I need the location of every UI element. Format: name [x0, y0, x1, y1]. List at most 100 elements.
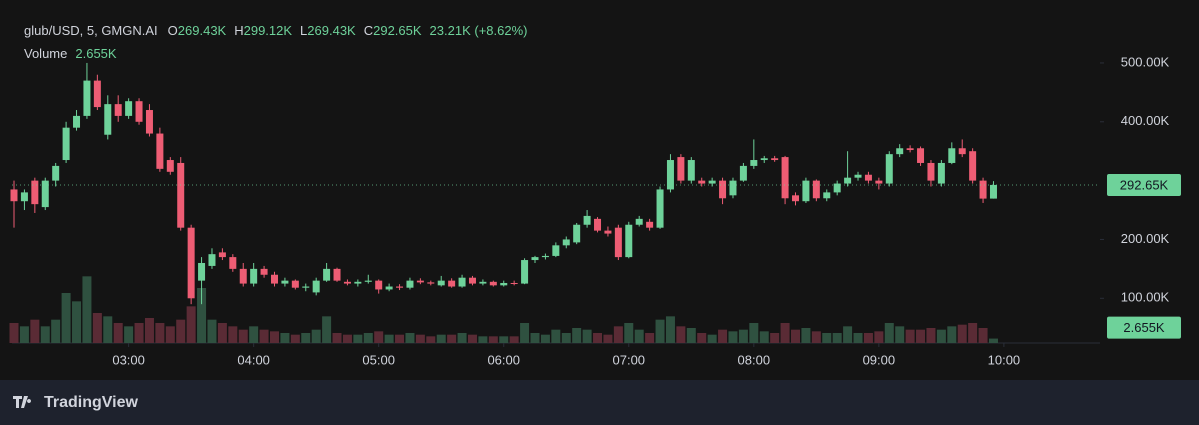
ohlc-key: C [364, 23, 373, 38]
volume-bar [124, 326, 134, 343]
candle-body [760, 158, 768, 161]
candle-body [552, 245, 560, 256]
candle-body [698, 180, 706, 184]
candle-body [792, 195, 799, 202]
volume-bar [134, 323, 144, 343]
candle-body [468, 277, 476, 284]
volume-bar [697, 333, 707, 343]
volume-bar [676, 326, 686, 343]
volume-bar [332, 333, 342, 343]
volume-bar [905, 329, 915, 343]
candle-body [239, 268, 247, 284]
volume-bar [467, 334, 477, 343]
volume-bar [30, 319, 40, 343]
volume-bar [811, 331, 821, 343]
volume-bar [384, 334, 394, 343]
volume-bar [603, 334, 613, 343]
candle-body [729, 180, 737, 196]
ohlc-value: 292.65K [373, 23, 422, 38]
candle-body [687, 160, 695, 181]
volume-bar [686, 328, 696, 343]
candle-body [646, 221, 654, 228]
x-tick-label: 08:00 [738, 352, 771, 367]
volume-bar [926, 328, 936, 343]
volume-bar [895, 326, 905, 343]
volume-bar [19, 326, 29, 343]
brand: TradingView [44, 394, 139, 411]
candle-body [489, 281, 497, 286]
ohlc-key: L [300, 23, 307, 38]
x-tick-label: 03:00 [112, 352, 145, 367]
volume-bar [520, 323, 530, 343]
candle-body [989, 184, 997, 199]
candle-body [958, 148, 966, 155]
ohlc-key: H [234, 23, 243, 38]
last-price-tag [1107, 173, 1181, 196]
volume-bar [613, 326, 623, 343]
candle-body [625, 224, 633, 258]
volume-legend-label: Volume [24, 46, 67, 61]
candle-body [406, 280, 414, 288]
candle-body [719, 180, 727, 199]
volume-legend-value: 2.655K [75, 46, 117, 61]
volume-bar [238, 329, 248, 343]
volume-bar [197, 288, 207, 343]
candle-body [62, 127, 70, 161]
volume-bar [488, 336, 498, 343]
y-tick-label: 200.00K [1121, 231, 1170, 246]
volume-bar [155, 323, 165, 343]
y-tick-label: 100.00K [1121, 290, 1170, 305]
volume-bar [176, 319, 186, 343]
volume-bar [51, 319, 61, 343]
candle-body [573, 224, 581, 243]
candle-body [906, 148, 914, 151]
volume-bar [645, 333, 655, 343]
candle-body [41, 180, 49, 208]
candle-body [458, 277, 466, 287]
candle-body [479, 281, 487, 284]
volume-bar [509, 336, 519, 343]
candle-body [739, 165, 747, 181]
candle-body [427, 282, 435, 284]
candle-body [323, 268, 331, 281]
volume-bar [634, 329, 644, 343]
volume-bar [228, 326, 238, 343]
volume-bar [405, 333, 415, 343]
last-volume-tag [1107, 316, 1181, 339]
candle-body [896, 148, 904, 155]
volume-bar [290, 334, 300, 343]
candle-body [541, 255, 549, 258]
volume-bar [186, 306, 196, 343]
candle-body [823, 192, 831, 199]
x-tick-label: 10:00 [988, 352, 1021, 367]
candle-body [229, 257, 237, 269]
volume-bar [259, 329, 269, 343]
volume-bar [478, 336, 488, 343]
candle-body [145, 110, 153, 134]
candle-body [562, 239, 570, 246]
candle-body [583, 215, 591, 225]
volume-bar [801, 328, 811, 343]
volume-bar [249, 326, 259, 343]
volume-bar [426, 336, 436, 343]
candle-body [448, 280, 456, 287]
volume-bar [280, 333, 290, 343]
volume-bar [665, 316, 675, 343]
volume-bar [436, 334, 446, 343]
symbol: glub/USD, 5, GMGN.AI [24, 23, 158, 38]
volume-bar [342, 334, 352, 343]
volume-bar [530, 333, 540, 343]
candle-body [594, 218, 602, 231]
volume-bar [884, 323, 894, 343]
candle-body [20, 192, 28, 202]
candle-body [10, 189, 18, 202]
candle-body [291, 280, 299, 288]
volume-bar [988, 338, 998, 343]
volume-bar [707, 334, 717, 343]
candle-body [750, 160, 758, 166]
candle-body [104, 104, 112, 135]
candle-body [510, 282, 518, 284]
candle-body [52, 165, 60, 181]
